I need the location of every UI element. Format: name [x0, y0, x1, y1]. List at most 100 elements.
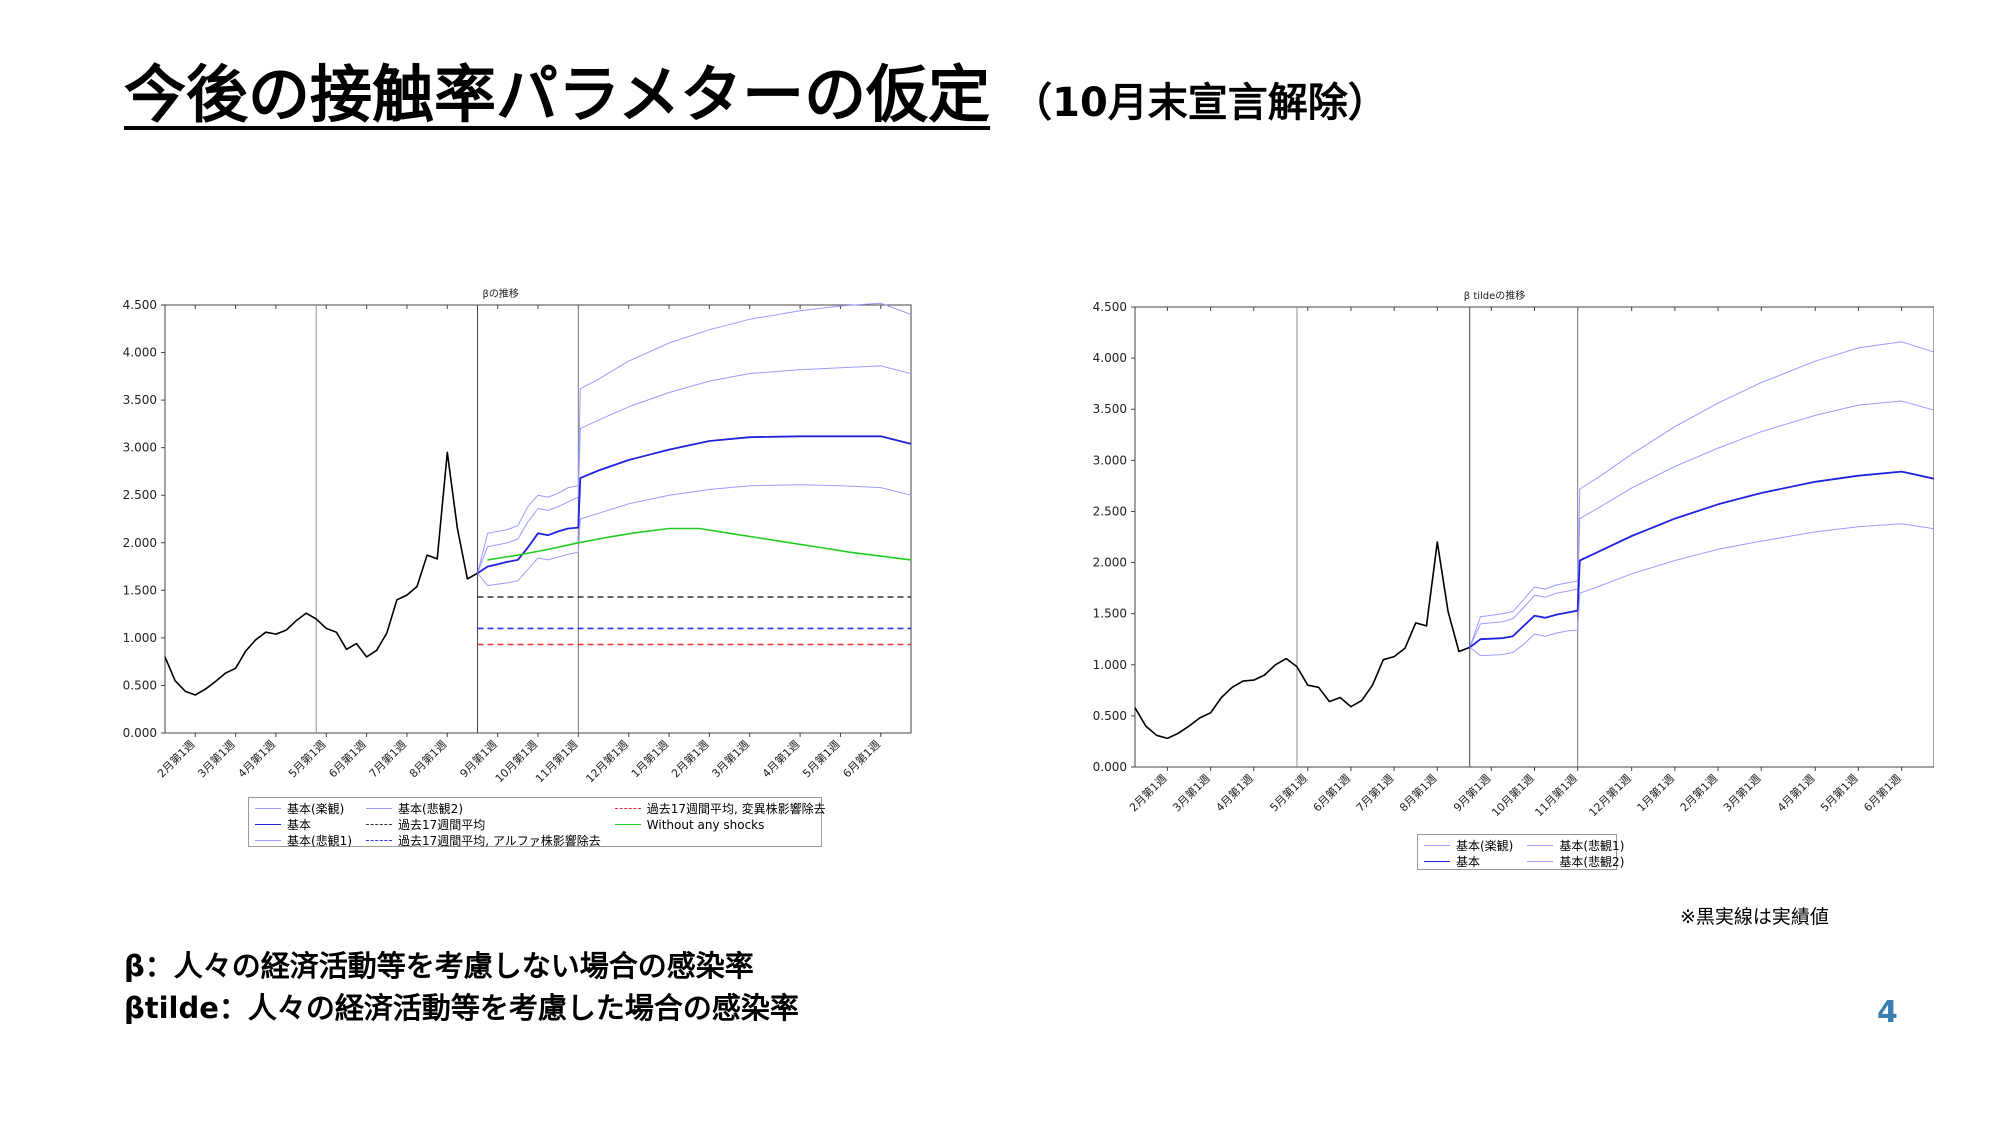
legend-item: 基本(悲観1)	[1527, 838, 1624, 853]
beta-chart-series-line	[477, 435, 912, 574]
legend-label: 基本	[287, 818, 312, 832]
legend-label: 基本(悲観1)	[1559, 839, 1625, 853]
beta-chart-legend: 基本(楽観) 基本(悲観2) 過去17週間平均, 変異株影響除去 基本 過去17週間平均…	[248, 797, 826, 848]
beta-tilde-chart-ytick-label: 3.500	[1093, 402, 1127, 416]
beta-tilde-chart-ytick-label: 1.500	[1093, 607, 1127, 621]
legend-swatch	[1424, 845, 1450, 846]
legend-swatch	[366, 808, 392, 809]
slide-title: 今後の接触率パラメターの仮定	[124, 58, 991, 131]
beta-tilde-chart-ytick-label: 3.000	[1093, 453, 1127, 467]
beta-tilde-chart-ytick-label: 2.000	[1093, 556, 1127, 570]
legend-item: 基本	[1424, 854, 1513, 869]
legend-item: Without any shocks	[614, 817, 826, 832]
beta-tilde-chart-xtick-label: 1月第1週	[1634, 771, 1677, 814]
legend-label: 基本(悲観2)	[1559, 855, 1625, 869]
beta-tilde-chart-plot-frame	[1134, 306, 1934, 768]
beta-chart-series-line	[477, 302, 912, 574]
legend-label: 過去17週間平均, 変異株影響除去	[646, 802, 826, 816]
legend-label: 基本(楽観)	[287, 802, 345, 816]
beta-tilde-chart-series-line	[1469, 341, 1934, 648]
actual-line-note: ※黒実線は実績値	[1680, 906, 1829, 928]
beta-tilde-chart-xtick-label: 6月第1週	[1310, 771, 1353, 814]
beta-tilde-chart-xtick-label: 9月第1週	[1450, 771, 1493, 814]
beta-chart-ytick-label: 1.000	[123, 631, 157, 645]
beta-tilde-chart-ytick-label: 0.000	[1093, 760, 1127, 774]
page-number: 4	[1877, 995, 1898, 1030]
beta-chart-xtick-label: 4月第1週	[235, 737, 278, 780]
legend-label: 基本	[1456, 855, 1481, 869]
beta-chart-xtick-label: 6月第1週	[840, 737, 883, 780]
beta-chart-xtick-label: 10月第1週	[492, 737, 540, 785]
beta-tilde-chart: β tildeの推移 0.000 0.500 1.000 1.500 2.000 2.500…	[1093, 289, 1934, 819]
legend-item: 過去17週間平均	[366, 817, 601, 832]
legend-item: 基本(悲観1)	[255, 833, 352, 848]
legend-swatch	[1424, 861, 1450, 862]
legend-swatch	[255, 808, 281, 809]
definition-beta: β：人々の経済活動等を考慮しない場合の感染率	[124, 949, 754, 983]
beta-tilde-chart-ytick-label: 2.500	[1093, 504, 1127, 518]
beta-tilde-chart-xtick-label: 7月第1週	[1353, 771, 1396, 814]
beta-tilde-chart-xtick-label: 10月第1週	[1489, 771, 1537, 819]
beta-chart-xtick-label: 2月第1週	[154, 737, 197, 780]
legend-swatch	[1527, 861, 1554, 862]
beta-tilde-chart-series-line	[1134, 541, 1470, 740]
legend-swatch	[255, 840, 281, 841]
legend-label: 過去17週間平均, アルファ株影響除去	[398, 834, 601, 848]
legend-swatch	[1527, 845, 1554, 846]
slide-subtitle: （10月末宣言解除）	[1012, 80, 1388, 126]
beta-chart-xtick-label: 11月第1週	[532, 737, 580, 785]
legend-swatch	[366, 840, 392, 841]
beta-chart-ytick-label: 0.500	[123, 678, 157, 692]
slide-title-block: 今後の接触率パラメターの仮定 （10月末宣言解除）	[124, 44, 1388, 134]
beta-chart-title: βの推移	[483, 287, 519, 300]
beta-chart-xtick-label: 8月第1週	[406, 737, 449, 780]
beta-tilde-chart-series-line	[1469, 400, 1934, 648]
beta-chart-xtick-label: 2月第1週	[668, 737, 711, 780]
beta-tilde-chart-ytick-label: 4.000	[1093, 351, 1127, 365]
beta-chart-ytick-label: 0.000	[123, 726, 157, 740]
beta-chart-xtick-label: 12月第1週	[583, 737, 631, 785]
legend-item: 基本(悲観2)	[1527, 854, 1624, 869]
beta-tilde-chart-legend: 基本(楽観) 基本(悲観1) 基本 基本(悲観2)	[1417, 834, 1624, 870]
beta-chart-series-line	[487, 527, 912, 561]
beta-tilde-chart-xtick-label: 11月第1週	[1532, 771, 1580, 819]
beta-tilde-chart-xtick-label: 3月第1週	[1170, 771, 1213, 814]
legend-label: Without any shocks	[646, 817, 765, 832]
beta-chart-xtick-label: 5月第1週	[285, 737, 328, 780]
legend-label: 基本(悲観2)	[398, 802, 463, 816]
legend-swatch	[614, 824, 641, 825]
beta-chart-ytick-label: 2.000	[123, 536, 157, 550]
legend-swatch	[614, 808, 641, 809]
beta-chart-xtick-label: 5月第1週	[799, 737, 842, 780]
beta-chart-xtick-label: 3月第1週	[195, 737, 238, 780]
legend-label: 基本(楽観)	[1456, 839, 1514, 853]
beta-tilde-chart-xtick-label: 3月第1週	[1720, 771, 1763, 814]
definition-beta-tilde: βtilde：人々の経済活動等を考慮した場合の感染率	[124, 991, 799, 1025]
legend-item: 基本(悲観2)	[366, 801, 601, 816]
beta-tilde-chart-ytick-label: 4.500	[1093, 300, 1127, 314]
beta-tilde-chart-title: β tildeの推移	[1464, 289, 1526, 302]
beta-tilde-chart-xtick-label: 6月第1週	[1861, 771, 1904, 814]
beta-tilde-chart-xtick-label: 5月第1週	[1817, 771, 1860, 814]
beta-tilde-chart-xtick-label: 5月第1週	[1267, 771, 1310, 814]
beta-chart-xtick-label: 6月第1週	[326, 737, 369, 780]
legend-item: 基本(楽観)	[1424, 838, 1513, 853]
beta-chart-xtick-label: 4月第1週	[759, 737, 802, 780]
beta-tilde-chart-xtick-label: 2月第1週	[1677, 771, 1720, 814]
beta-chart-ytick-label: 1.500	[123, 583, 157, 597]
beta-chart-ytick-label: 4.000	[123, 346, 157, 360]
legend-label: 基本(悲観1)	[287, 834, 352, 848]
beta-chart-plot-frame	[164, 304, 912, 734]
beta-tilde-chart-xtick-label: 8月第1週	[1396, 771, 1439, 814]
legend-swatch	[366, 824, 392, 825]
definitions: β：人々の経済活動等を考慮しない場合の感染率 βtilde：人々の経済活動等を考…	[124, 945, 799, 1029]
beta-chart-ytick-label: 4.500	[123, 298, 157, 312]
beta-chart-series-line	[477, 484, 912, 587]
beta-tilde-chart-xtick-label: 4月第1週	[1213, 771, 1256, 814]
legend-label: 過去17週間平均	[398, 818, 486, 832]
legend-item: 過去17週間平均, 変異株影響除去	[614, 801, 826, 816]
beta-chart-xtick-label: 3月第1週	[709, 737, 752, 780]
beta-chart: βの推移 0.000 0.500 1.000 1.500 2.000 2.500 3.000 3…	[123, 287, 912, 785]
beta-chart-xtick-label: 7月第1週	[366, 737, 409, 780]
legend-item: 基本(楽観)	[255, 801, 352, 816]
